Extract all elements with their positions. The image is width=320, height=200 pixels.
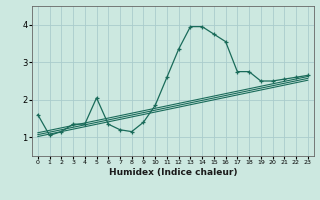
X-axis label: Humidex (Indice chaleur): Humidex (Indice chaleur) xyxy=(108,168,237,177)
